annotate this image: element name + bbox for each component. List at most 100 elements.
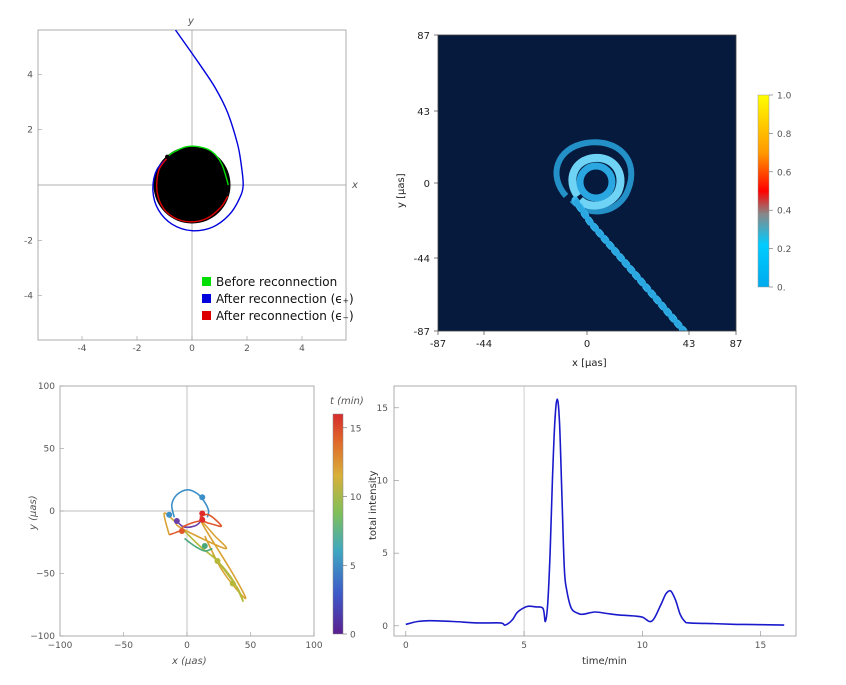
centroid-marker — [201, 543, 208, 549]
y-tick-label: 100 — [38, 382, 55, 392]
panel3-y-axis-label: y (μas) — [28, 495, 39, 531]
legend-swatch-after-plus — [202, 294, 211, 303]
emission-spiral-mid — [568, 153, 625, 210]
y-tick-label: 87 — [417, 31, 430, 42]
y-tick-label: −100 — [30, 632, 55, 642]
x-tick-label: 15 — [755, 641, 766, 651]
y-tick-label: -44 — [414, 254, 430, 265]
y-tick-label: 50 — [44, 445, 56, 455]
curve-after-reconnection-plus — [152, 30, 244, 232]
panel3-colorbar — [332, 413, 344, 635]
x-tick-label: 87 — [730, 339, 743, 350]
centroid-marker — [229, 580, 236, 587]
panel1-marker — [165, 154, 170, 159]
black-hole-disk — [153, 146, 231, 224]
panel2-colorbar-ticks: 1.0 0.8 0.6 0.4 0.2 0. — [769, 92, 792, 294]
emission-tail-core — [572, 198, 686, 331]
colorbar-tick-label: 0.6 — [777, 168, 792, 178]
emission-image — [553, 139, 688, 331]
panel1-curves — [152, 30, 244, 232]
colorbar-tick-label: 15 — [350, 424, 361, 434]
x-tick-label: 4 — [299, 344, 305, 354]
y-tick-label: -2 — [24, 236, 33, 246]
panel2-ticks: -87 -44 0 43 87 87 43 0 -44 -87 — [414, 31, 743, 350]
y-tick-label: 10 — [377, 476, 389, 486]
centroid-marker — [173, 518, 180, 524]
colorbar-tick-label: 0.2 — [777, 245, 791, 255]
y-tick-label: −50 — [36, 570, 55, 580]
colorbar-tick-label: 0.8 — [777, 130, 792, 140]
panel3-colorbar-ticks: 15 10 5 0 — [343, 424, 362, 641]
panel4-curves — [405, 398, 785, 626]
panel1-legend: Before reconnection After reconnection (… — [202, 275, 354, 323]
legend-label-after-plus: After reconnection (ϵ₊) — [216, 292, 354, 306]
y-tick-label: -4 — [24, 292, 33, 302]
panel3-ticks: −100 −50 0 50 100 100 50 0 −50 −100 — [30, 382, 323, 651]
centroid-marker — [199, 510, 206, 517]
intensity-curve — [405, 398, 785, 626]
y-tick-label: 2 — [27, 126, 33, 136]
x-tick-label: −50 — [114, 641, 133, 651]
y-tick-label: 15 — [377, 404, 388, 414]
x-tick-label: -4 — [78, 344, 87, 354]
panel4-x-axis-label: time/min — [582, 656, 627, 667]
panel4-y-axis-label: total intensity — [368, 471, 379, 540]
legend-swatch-after-minus — [202, 311, 211, 320]
legend-swatch-before — [202, 277, 211, 286]
x-tick-label: 0 — [403, 641, 409, 651]
panel-image: -87 -44 0 43 87 87 43 0 -44 -87 x [μas] y [μas] 1… — [396, 31, 792, 369]
colorbar-tick-label: 1.0 — [777, 92, 792, 102]
x-tick-label: -2 — [133, 344, 142, 354]
x-tick-label: 5 — [521, 641, 527, 651]
x-tick-label: 100 — [305, 641, 322, 651]
legend-label-before: Before reconnection — [216, 275, 337, 289]
curve-before-reconnection — [166, 145, 229, 186]
x-tick-label: 10 — [637, 641, 649, 651]
image-background — [438, 35, 736, 331]
colorbar-tick-label: 5 — [350, 562, 356, 572]
panel3-points — [166, 494, 236, 587]
centroid-marker — [199, 516, 206, 523]
x-tick-label: 0 — [184, 641, 190, 651]
x-tick-label: 50 — [245, 641, 257, 651]
panel1-x-axis-label: x — [351, 180, 358, 191]
emission-spiral-outer — [553, 139, 635, 215]
colorbar-tick-label: 0.4 — [777, 207, 792, 217]
colorbar-tick-label: 0. — [777, 284, 786, 294]
emission-ring-inner — [576, 162, 616, 202]
legend-label-after-minus: After reconnection (ϵ₋) — [216, 309, 354, 323]
centroid-marker — [214, 558, 221, 564]
panel2-colorbar — [757, 94, 770, 288]
panel2-y-axis-label: y [μas] — [396, 173, 407, 208]
panel4-frame — [393, 385, 797, 637]
y-tick-label: 0 — [382, 622, 388, 632]
centroid-marker — [166, 511, 173, 518]
x-tick-label: −100 — [48, 641, 73, 651]
centroid-track-segment — [181, 527, 244, 602]
centroid-track-segment — [184, 537, 213, 552]
x-tick-label: -44 — [476, 339, 492, 350]
x-tick-label: 43 — [683, 339, 696, 350]
panel4-ticks: 0 5 10 15 0 5 10 15 — [377, 404, 767, 651]
panel3-x-axis-label: x (μas) — [171, 656, 207, 667]
centroid-marker — [199, 494, 206, 501]
centroid-track-segment — [170, 488, 210, 518]
y-tick-label: 0 — [49, 507, 55, 517]
centroid-marker — [178, 528, 185, 534]
x-tick-label: -87 — [430, 339, 446, 350]
y-tick-label: 4 — [27, 70, 33, 80]
panel-trajectory: -4 -2 0 2 4 -4 -2 2 4 x y Before reconnection Af… — [24, 16, 358, 354]
panel2-x-axis-label: x [μas] — [572, 358, 607, 369]
panel3-colorbar-title: t (min) — [330, 396, 364, 407]
panel1-ticks: -4 -2 0 2 4 -4 -2 2 4 — [24, 70, 305, 354]
x-tick-label: 0 — [584, 339, 590, 350]
y-tick-label: 5 — [382, 549, 388, 559]
panel3-axes — [60, 386, 314, 636]
x-tick-label: 2 — [244, 344, 250, 354]
colorbar-tick-label: 0 — [350, 631, 356, 641]
panel-light-curve: 0 5 10 15 0 5 10 15 time/min total intensity — [368, 385, 797, 667]
colorbar-tick-label: 10 — [350, 493, 362, 503]
y-tick-label: 0 — [424, 179, 430, 190]
